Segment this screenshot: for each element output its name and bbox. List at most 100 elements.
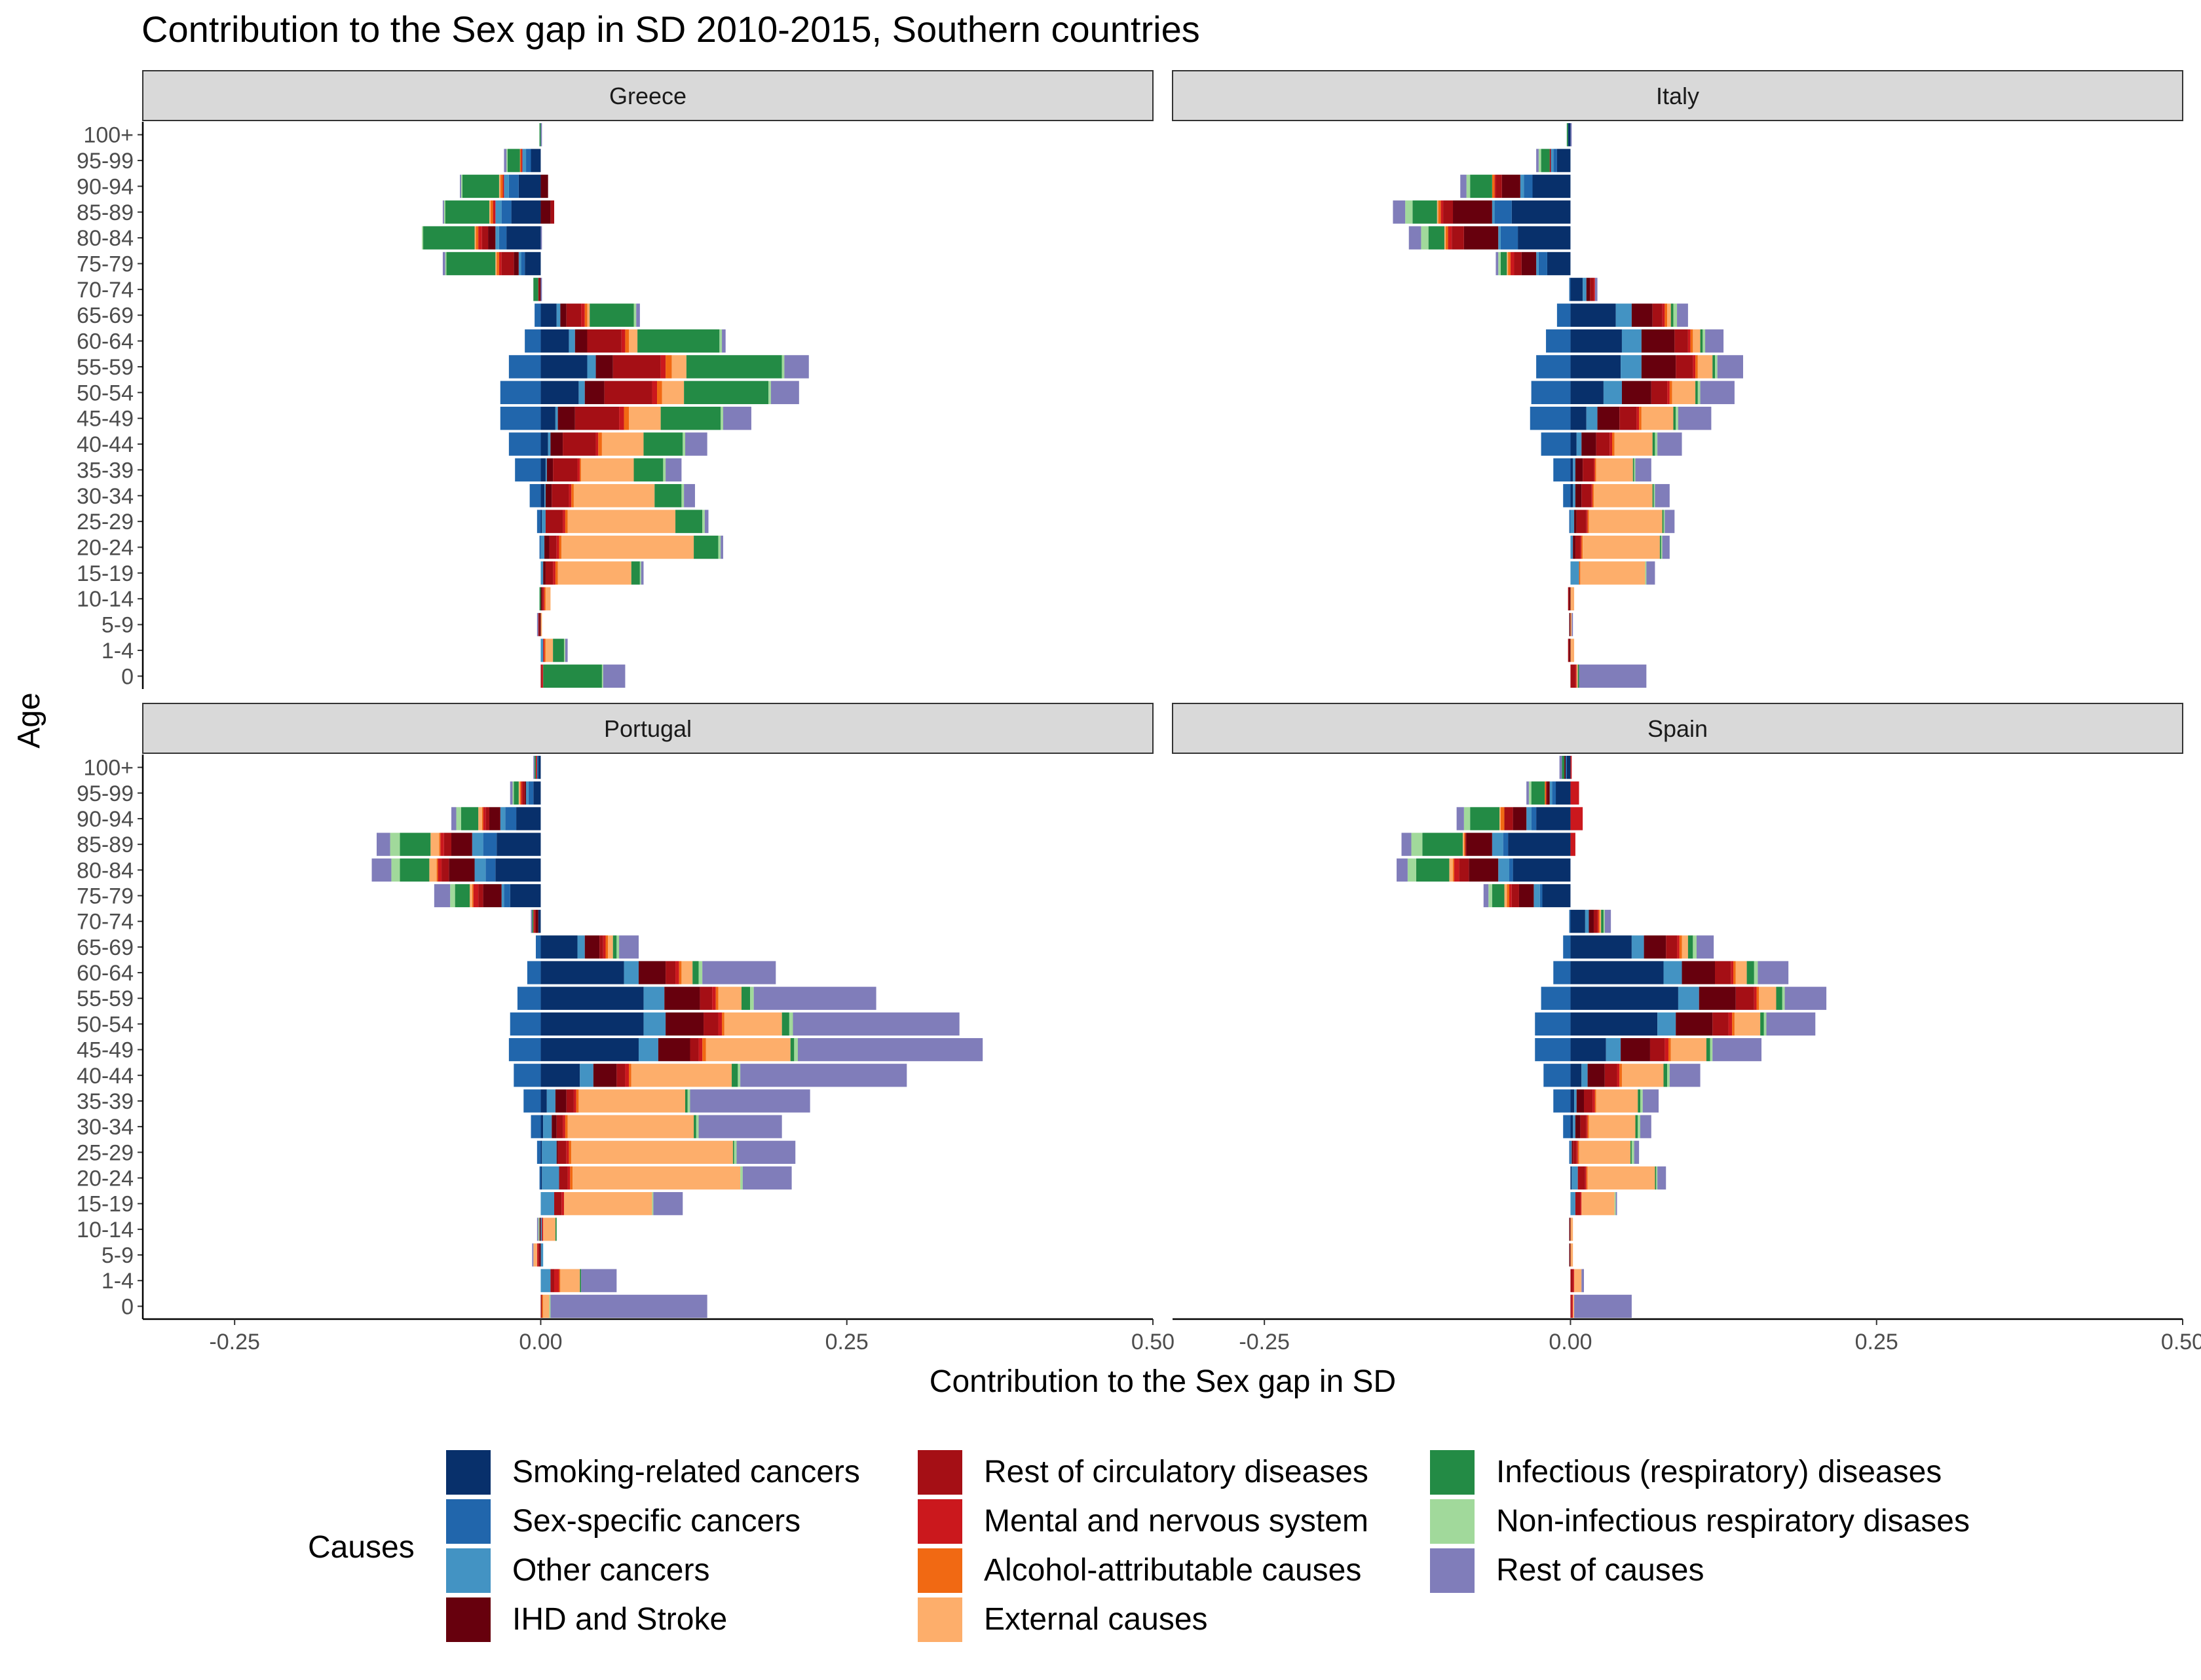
bar-segment-95-99-0 [1556,149,1571,172]
bar-segment-80-84-6 [436,858,438,882]
bar-segment-90-94-9 [1463,807,1471,831]
y-axis-title: Age [12,692,47,748]
legend-swatch [916,1498,964,1545]
bar-segment-80-84-2 [474,858,486,882]
bar-segment-95-99-9 [1528,781,1532,805]
legend-swatch [1429,1449,1476,1496]
bar-segment-35-39-6 [1594,1089,1596,1113]
bar-segment-30-34-1 [1563,1115,1571,1138]
bar-segment-25-29-1 [536,510,541,533]
bar-segment-80-84-8 [1428,226,1444,250]
bar-segment-70-74-2 [1585,910,1589,933]
bar-segment-80-84-5 [438,858,442,882]
bar-segment-45-49-1 [508,1037,541,1062]
bar-segment-95-99-1 [1553,149,1557,172]
bar-segment-1-4-10 [581,1269,617,1292]
bar-segment-30-34-3 [545,484,552,508]
bar-segment-60-64-8 [1746,961,1754,984]
facet-strip [1172,70,2183,121]
bar-segment-1-4-9 [563,639,565,662]
bar-segment-75-79-5 [473,884,479,908]
bar-segment-70-74-7 [1600,910,1602,933]
bar-segment-1-4-7 [560,1269,580,1292]
bar-segment-20-24-4 [1577,1166,1585,1190]
bar-segment-10-14-4 [1568,587,1570,610]
bar-segment-85-89-9 [1405,200,1413,224]
y-tick-label: 0 [121,1294,134,1319]
bar-segment-55-59-4 [1735,986,1754,1010]
bar-segment-1-4-10 [1581,1269,1585,1292]
bar-segment-75-79-0 [510,884,541,908]
bar-segment-60-64-3 [638,961,666,984]
bar-segment-80-84-6 [1445,226,1448,250]
bar-segment-40-44-2 [580,1064,593,1087]
bar-segment-30-34-2 [543,1115,552,1138]
bar-segment-65-69-9 [633,303,637,327]
legend-swatch [445,1596,492,1643]
x-tick-label: 0.50 [1131,1330,1175,1354]
bar-segment-50-54-2 [1603,381,1622,405]
bar-segment-65-69-8 [590,303,634,327]
bar-segment-45-49-3 [658,1037,690,1062]
bar-segment-55-59-5 [1693,355,1696,379]
bar-segment-25-29-7 [1589,510,1663,533]
bar-segment-45-49-7 [629,406,661,430]
bar-segment-45-49-0 [1570,406,1587,430]
bar-segment-70-74-10 [540,278,542,301]
legend-label: Other cancers [512,1553,709,1588]
bar-segment-50-54-8 [781,1012,789,1036]
bar-segment-70-74-4 [535,910,536,933]
bar-segment-80-84-8 [1416,858,1450,882]
bar-segment-90-94-9 [461,174,462,198]
bar-segment-45-49-1 [1530,406,1571,430]
panel-portugal: Portugal 100+95-9990-9485-8980-8475-7970-… [77,703,1175,1354]
bar-segment-75-79-5 [1510,252,1514,276]
bar-segment-30-34-0 [1570,484,1573,508]
bar-segment-50-54-3 [1676,1012,1713,1036]
bar-segment-85-89-2 [472,832,483,856]
bar-segment-75-79-9 [1498,252,1501,276]
bar-segment-30-34-5 [569,484,572,508]
bar-segment-15-19-2 [1570,1192,1575,1216]
bar-segment-60-64-6 [679,961,682,984]
bar-segment-80-84-4 [1459,858,1469,882]
bar-segment-30-34-6 [1592,484,1594,508]
bar-segment-65-69-7 [1667,303,1671,327]
bar-segment-40-44-6 [629,1064,631,1087]
bar-segment-45-49-5 [619,406,624,430]
bar-segment-20-24-2 [1571,1166,1578,1190]
bar-segment-85-89-2 [1492,832,1503,856]
bar-segment-20-24-9 [1656,1166,1658,1190]
bar-segment-55-59-3 [664,986,700,1010]
bar-segment-20-24-5 [1585,1166,1587,1190]
bar-segment-20-24-4 [549,535,557,559]
bar-segment-40-44-0 [1570,432,1577,456]
bar-segment-20-24-10 [721,535,723,559]
bar-segment-45-49-3 [1597,406,1620,430]
y-tick-label: 95-99 [77,781,134,806]
bar-segment-85-89-0 [1511,200,1571,224]
bar-segment-60-64-9 [1702,329,1706,353]
bar-segment-35-39-1 [523,1089,541,1113]
bar-segment-50-54-2 [643,1012,666,1036]
bar-segment-50-54-5 [718,1012,723,1036]
bar-segment-35-39-10 [690,1089,810,1113]
bar-segment-70-74-0 [1570,278,1583,301]
bar-segment-35-39-10 [1635,458,1651,482]
bar-segment-70-74-1 [1569,910,1571,933]
bar-segment-50-54-4 [604,381,652,405]
bar-segment-50-54-0 [540,1012,644,1036]
bar-segment-30-34-2 [1573,1115,1575,1138]
bar-segment-85-89-8 [1422,832,1463,856]
bar-segment-80-84-9 [391,858,400,882]
bar-segment-80-84-3 [1463,226,1499,250]
y-tick-label: 85-89 [77,832,134,857]
bar-segment-40-44-1 [514,1064,541,1087]
bar-segment-35-39-3 [1575,458,1583,482]
bar-segment-90-94-8 [461,807,479,831]
bar-segment-30-34-5 [563,1115,565,1138]
bar-segment-35-39-5 [1593,458,1595,482]
bar-segment-90-94-3 [489,807,500,831]
bar-segment-70-74-4 [538,278,540,301]
bar-segment-50-54-10 [793,1012,960,1036]
